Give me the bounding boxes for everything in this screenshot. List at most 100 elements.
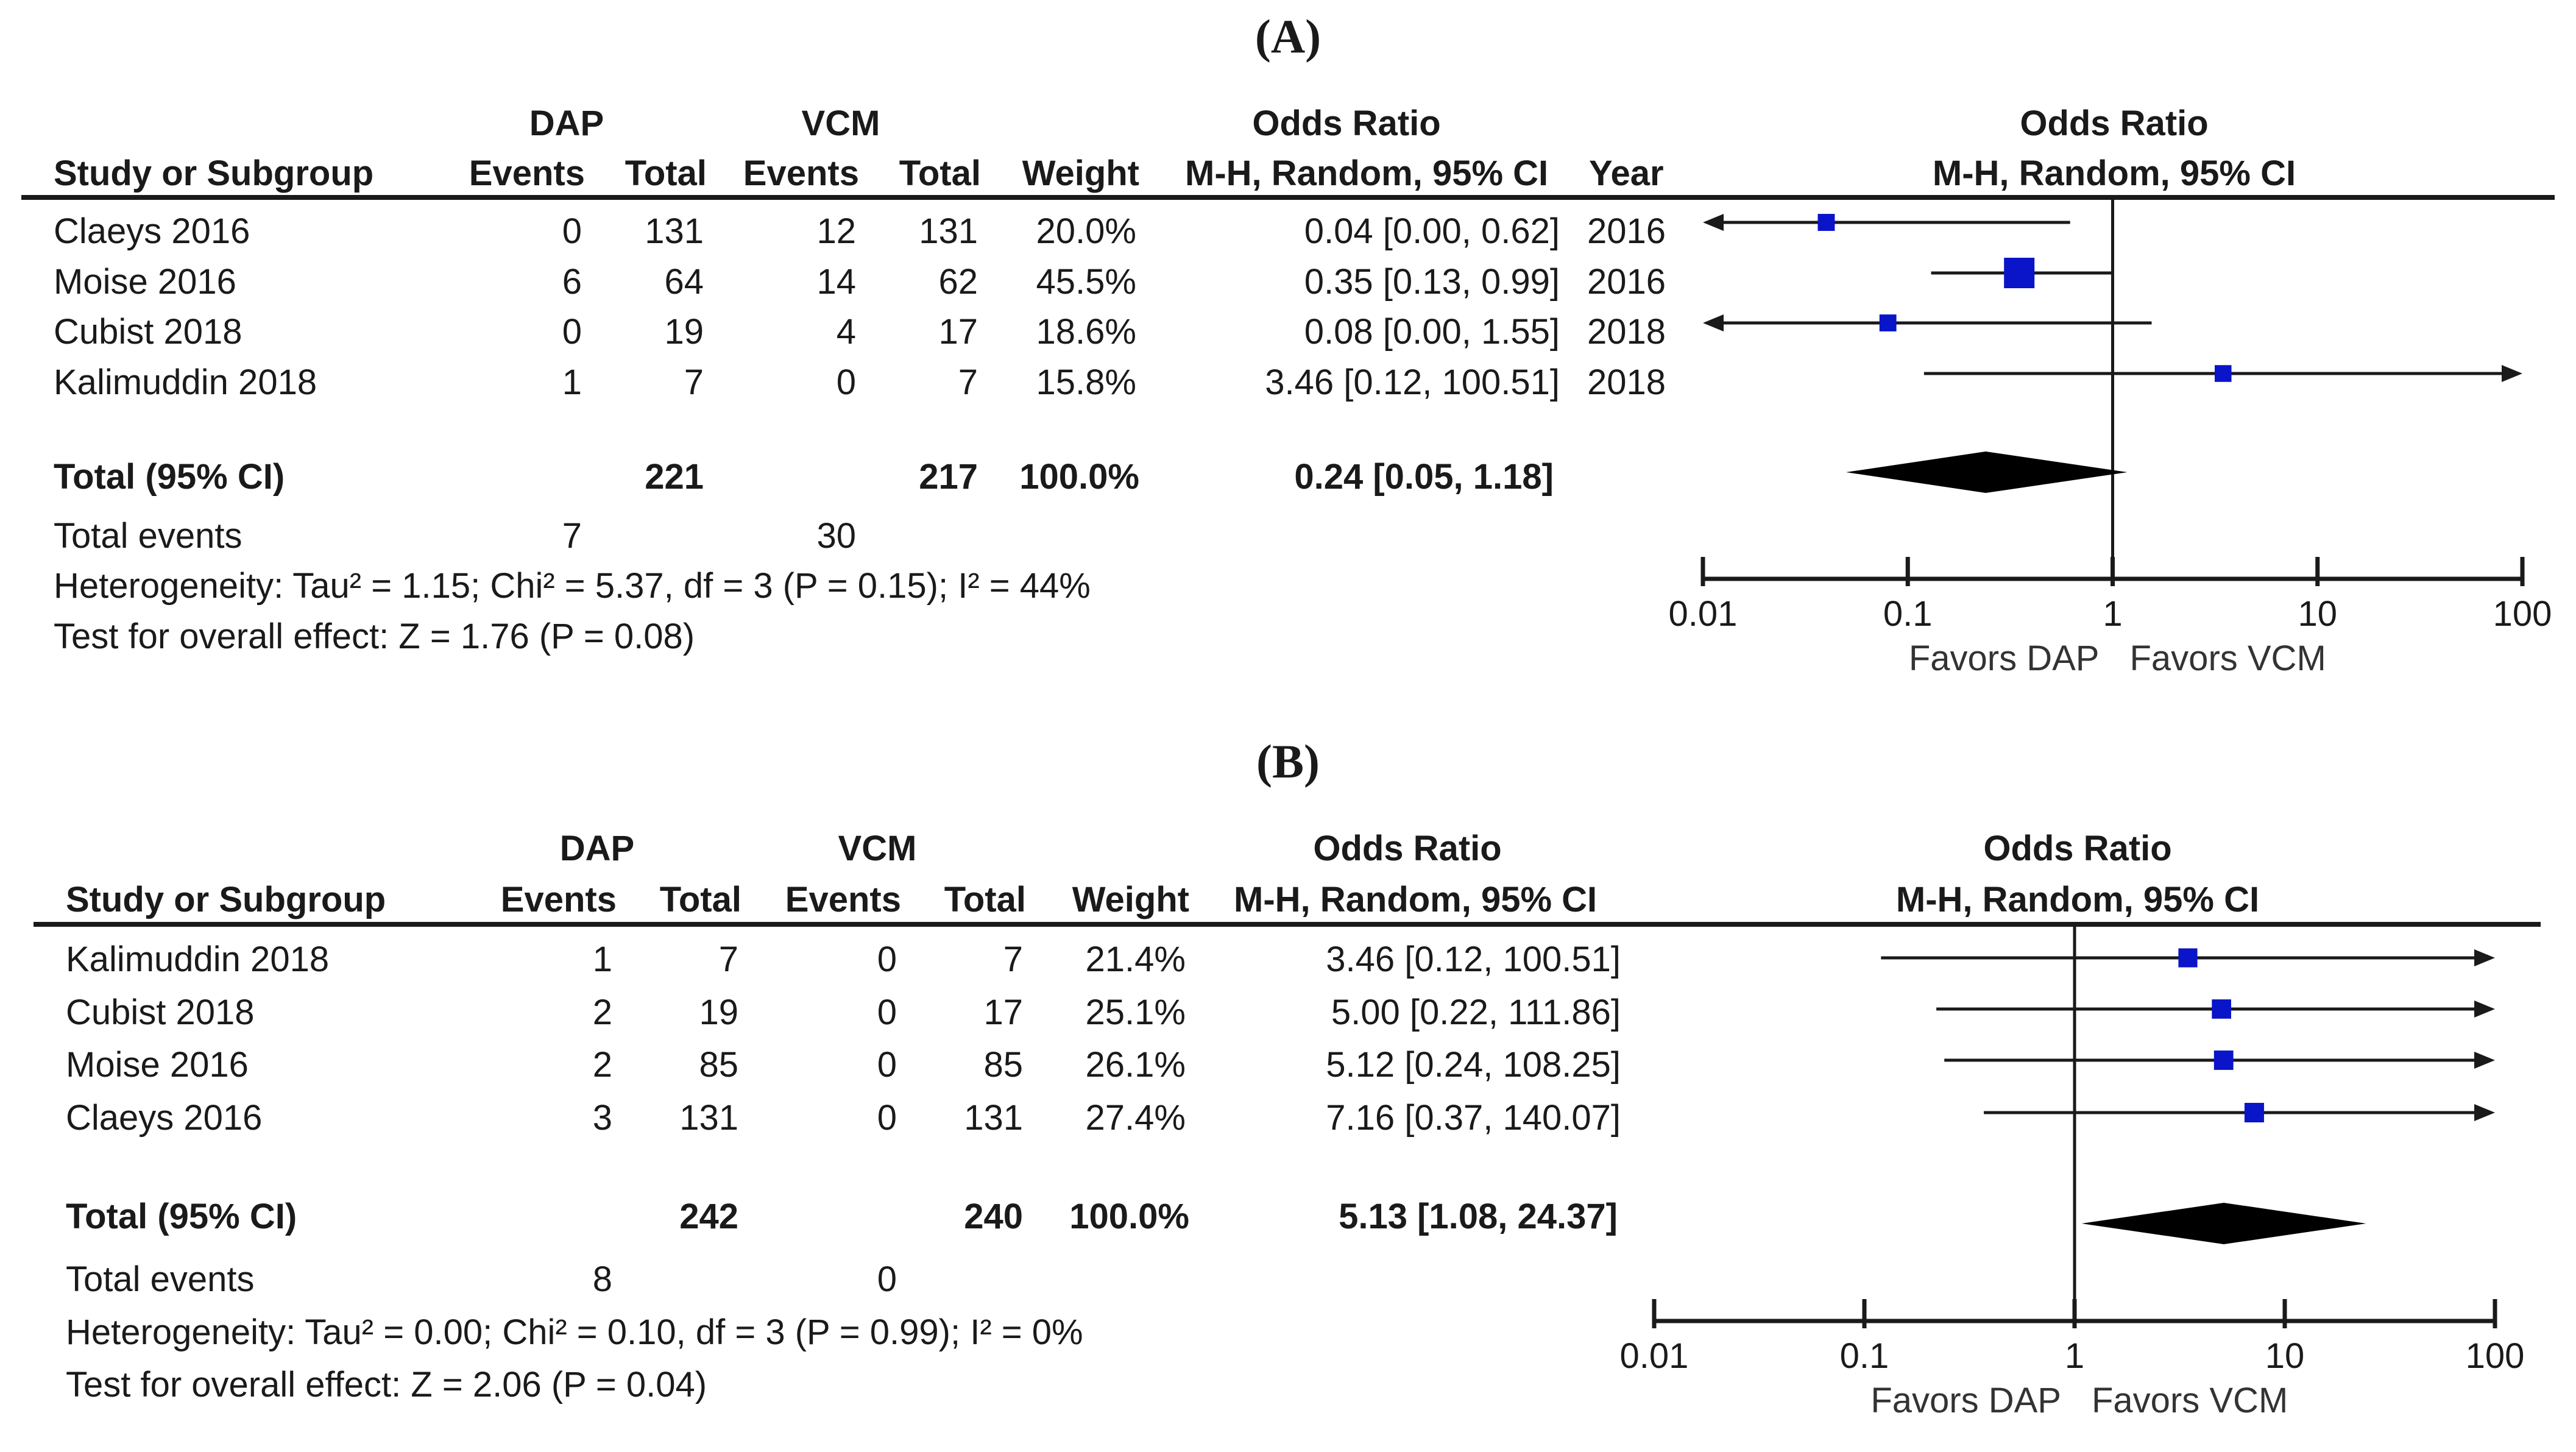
- study-marker: [2215, 365, 2232, 382]
- total-header-vcm: Total: [899, 154, 981, 193]
- weight-value: 20.0%: [1036, 211, 1136, 251]
- weight-value: 18.6%: [1036, 312, 1136, 352]
- events-header-vcm: Events: [743, 154, 859, 193]
- ci-arrow-right: [2474, 949, 2495, 966]
- total-vcm: 131: [919, 211, 978, 251]
- total-weight: 100.0%: [1069, 1197, 1189, 1236]
- study-marker: [1879, 314, 1897, 331]
- plot-header: Odds Ratio: [2020, 104, 2209, 143]
- forest-plot-panel-b: (B) DAP VCM Odds Ratio Odds Ratio Study …: [0, 725, 2576, 1452]
- weight-value: 25.1%: [1085, 993, 1186, 1032]
- pooled-ci: 0.24 [0.05, 1.18]: [1294, 457, 1554, 497]
- events-dap: 2: [592, 993, 612, 1032]
- total-header-dap: Total: [659, 880, 741, 919]
- ci-value: 3.46 [0.12, 100.51]: [1326, 940, 1621, 979]
- total-label: Total (95% CI): [54, 457, 285, 497]
- header-divider: [34, 922, 2541, 927]
- study-name: Cubist 2018: [66, 993, 255, 1032]
- ci-value: 3.46 [0.12, 100.51]: [1265, 363, 1560, 402]
- total-header-dap: Total: [625, 154, 707, 193]
- header-divider: [21, 195, 2555, 200]
- odds-ratio-header: Odds Ratio: [1252, 104, 1441, 143]
- events-dap: 6: [562, 262, 582, 302]
- total-events-vcm: 0: [877, 1259, 897, 1299]
- total-vcm: 7: [1003, 940, 1023, 979]
- weight-header: Weight: [1072, 880, 1189, 919]
- favors-dap-label: Favors DAP: [1870, 1381, 2061, 1420]
- total-events-vcm: 30: [816, 516, 856, 556]
- ci-value: 0.04 [0.00, 0.62]: [1304, 211, 1560, 251]
- total-sum-vcm: 240: [964, 1197, 1023, 1236]
- favors-vcm-label: Favors VCM: [2092, 1381, 2288, 1420]
- forest-plot-panel-a: (A) DAP VCM Odds Ratio Odds Ratio Study …: [0, 0, 2576, 725]
- total-vcm: 62: [938, 262, 978, 302]
- plot-header: Odds Ratio: [1983, 829, 2172, 868]
- total-vcm: 7: [958, 363, 978, 402]
- events-dap: 3: [592, 1098, 612, 1138]
- total-dap: 131: [645, 211, 704, 251]
- ci-header: M-H, Random, 95% CI: [1185, 154, 1549, 193]
- group-header-vcm: VCM: [801, 104, 880, 143]
- study-name: Claeys 2016: [66, 1098, 263, 1138]
- group-header-dap: DAP: [559, 829, 635, 868]
- x-tick-label: 0.1: [1840, 1336, 1889, 1376]
- favors-vcm-label: Favors VCM: [2130, 639, 2326, 678]
- total-vcm: 131: [964, 1098, 1023, 1138]
- heterogeneity-text: Heterogeneity: Tau² = 1.15; Chi² = 5.37,…: [54, 566, 1091, 606]
- study-name: Cubist 2018: [54, 312, 242, 352]
- events-vcm: 0: [836, 363, 856, 402]
- study-column-header: Study or Subgroup: [54, 154, 374, 193]
- year-value: 2016: [1587, 262, 1666, 302]
- total-header-vcm: Total: [944, 880, 1026, 919]
- ci-value: 0.35 [0.13, 0.99]: [1304, 262, 1560, 302]
- ci-header: M-H, Random, 95% CI: [1234, 880, 1598, 919]
- x-tick-label: 10: [2298, 594, 2337, 634]
- weight-value: 45.5%: [1036, 262, 1136, 302]
- forest-plot-a: 0.01 0.1 1 10 100 Favors DAP Favors VCM: [1669, 198, 2552, 678]
- study-name: Moise 2016: [54, 262, 236, 302]
- ci-arrow-right: [2474, 1052, 2495, 1069]
- pooled-ci: 5.13 [1.08, 24.37]: [1339, 1197, 1618, 1236]
- weight-value: 15.8%: [1036, 363, 1136, 402]
- ci-arrow-right: [2474, 1000, 2495, 1018]
- group-header-dap: DAP: [529, 104, 604, 143]
- total-vcm: 85: [983, 1045, 1023, 1085]
- year-value: 2018: [1587, 363, 1666, 402]
- total-events-label: Total events: [54, 516, 242, 556]
- total-vcm: 17: [938, 312, 978, 352]
- year-value: 2016: [1587, 211, 1666, 251]
- panel-title: (B): [1256, 735, 1320, 788]
- study-name: Claeys 2016: [54, 211, 250, 251]
- ci-value: 0.08 [0.00, 1.55]: [1304, 312, 1560, 352]
- weight-header: Weight: [1022, 154, 1139, 193]
- total-events-dap: 8: [592, 1259, 612, 1299]
- events-vcm: 0: [877, 1098, 897, 1138]
- events-vcm: 14: [816, 262, 856, 302]
- total-dap: 64: [664, 262, 704, 302]
- events-dap: 1: [592, 940, 612, 979]
- plot-subheader: M-H, Random, 95% CI: [1932, 154, 2296, 193]
- study-marker: [2213, 1050, 2234, 1070]
- x-tick-label: 1: [2103, 594, 2122, 634]
- year-header: Year: [1589, 154, 1664, 193]
- ci-arrow-right: [2474, 1104, 2495, 1121]
- year-value: 2018: [1587, 312, 1666, 352]
- total-dap: 7: [718, 940, 738, 979]
- total-sum-dap: 221: [645, 457, 704, 497]
- total-dap: 131: [679, 1098, 738, 1138]
- ci-value: 7.16 [0.37, 140.07]: [1326, 1098, 1621, 1138]
- study-marker: [1817, 214, 1835, 231]
- total-sum-vcm: 217: [919, 457, 978, 497]
- total-events-label: Total events: [66, 1259, 255, 1299]
- ci-value: 5.12 [0.24, 108.25]: [1326, 1045, 1621, 1085]
- ci-value: 5.00 [0.22, 111.86]: [1331, 993, 1621, 1032]
- total-dap: 19: [699, 993, 738, 1032]
- total-weight: 100.0%: [1019, 457, 1139, 497]
- x-tick-label: 0.01: [1620, 1336, 1689, 1376]
- ci-arrow-right: [2502, 365, 2522, 382]
- weight-value: 27.4%: [1085, 1098, 1186, 1138]
- odds-ratio-header: Odds Ratio: [1313, 829, 1502, 868]
- study-marker: [2244, 1103, 2264, 1122]
- total-dap: 7: [684, 363, 704, 402]
- ci-arrow-left: [1703, 214, 1724, 231]
